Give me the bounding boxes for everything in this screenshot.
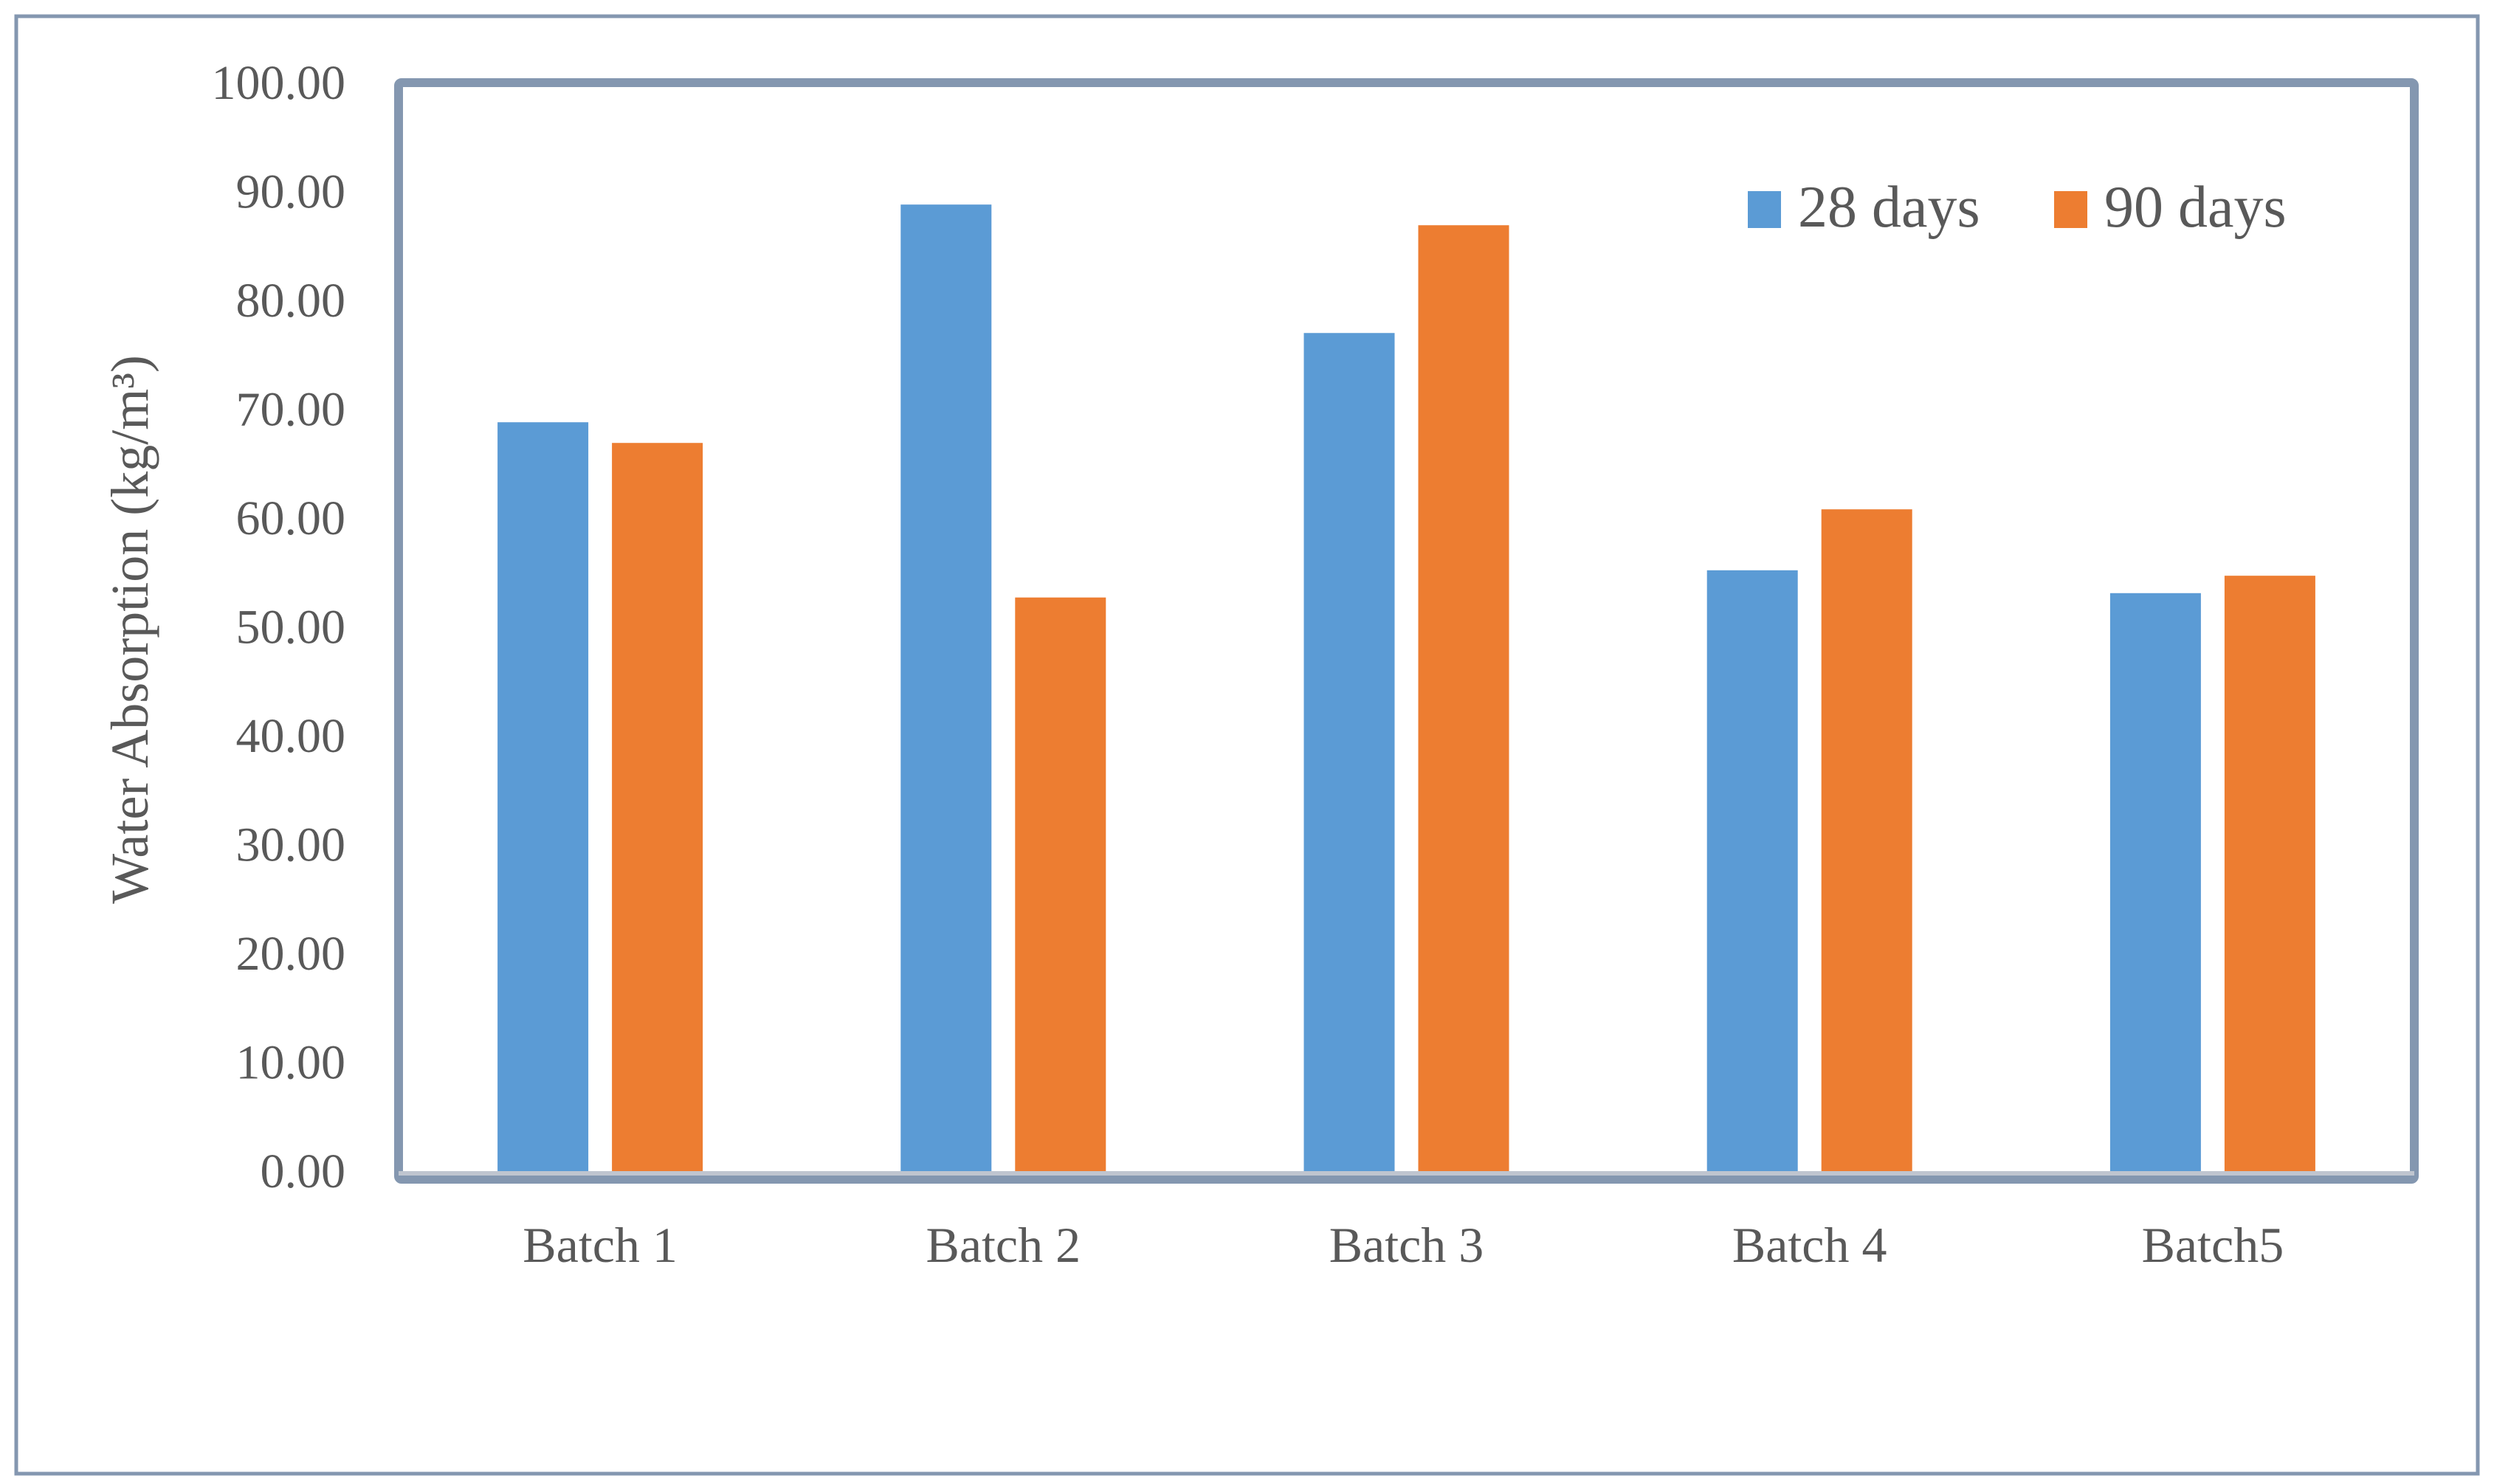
bar-28-days-batch5: [2109, 593, 2201, 1171]
y-tick-label: 40.00: [236, 709, 346, 763]
bar-28-days-batch-1: [497, 422, 589, 1171]
bar-90-days-batch-4: [1821, 509, 1912, 1171]
y-tick-label: 70.00: [236, 383, 346, 437]
bar-90-days-batch-2: [1015, 597, 1106, 1171]
y-tick-label: 50.00: [236, 601, 346, 655]
y-tick-label: 30.00: [236, 818, 346, 872]
x-tick-label: Batch 3: [1329, 1217, 1484, 1273]
bar-28-days-batch-4: [1706, 570, 1798, 1171]
outer-border: [14, 14, 2480, 1476]
x-tick-label: Batch5: [2142, 1217, 2284, 1273]
y-tick-label: 0.00: [261, 1145, 346, 1198]
y-tick-label: 60.00: [236, 491, 346, 545]
y-tick-label: 80.00: [236, 274, 346, 328]
bar-90-days-batch-3: [1418, 225, 1509, 1172]
bar-28-days-batch-3: [1303, 333, 1395, 1171]
x-tick-label: Batch 2: [926, 1217, 1081, 1273]
y-tick-label: 90.00: [236, 165, 346, 219]
y-tick-label: 10.00: [236, 1036, 346, 1090]
legend-label: 28 days: [1798, 175, 1980, 240]
y-tick-label: 100.00: [212, 56, 346, 110]
bar-28-days-batch-2: [900, 204, 992, 1172]
legend-swatch: [2054, 191, 2087, 228]
x-tick-label: Batch 1: [523, 1217, 678, 1273]
legend-label: 90 days: [2104, 175, 2287, 240]
x-tick-label: Batch 4: [1732, 1217, 1887, 1273]
y-tick-label: 20.00: [236, 927, 346, 981]
y-axis-title: Water Absorption (kg/m³): [100, 355, 159, 904]
bar-90-days-batch5: [2224, 576, 2315, 1171]
legend-swatch: [1748, 191, 1781, 228]
plot-frame: [394, 78, 2419, 1184]
legend: 28 days 90 days: [1748, 175, 2287, 240]
bar-90-days-batch-1: [612, 443, 703, 1171]
